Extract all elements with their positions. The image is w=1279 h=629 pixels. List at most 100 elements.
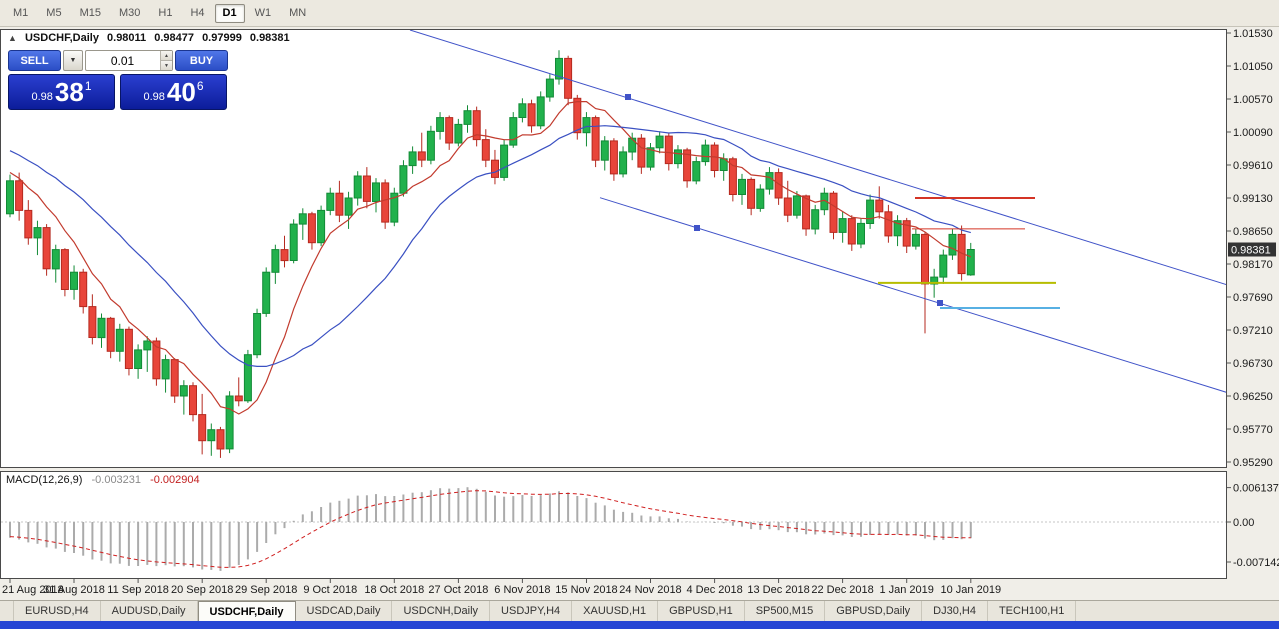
candle xyxy=(911,228,920,250)
price-axis-label: 0.95290 xyxy=(1233,457,1273,469)
candle xyxy=(802,194,811,236)
candle xyxy=(591,115,600,168)
candle xyxy=(674,145,682,169)
candle xyxy=(948,228,957,260)
timeframe-button-d1[interactable]: D1 xyxy=(214,3,245,23)
timeframe-button-m5[interactable]: M5 xyxy=(46,6,62,19)
main-chart-canvas[interactable]: 1.01530 1.01050 1.00570 1.00090 0.99610 0.991… xyxy=(0,28,1279,600)
tab-sp500-m15[interactable]: SP500,M15 xyxy=(745,601,826,621)
candle xyxy=(939,249,948,284)
timeframe-button-h1[interactable]: H1 xyxy=(158,6,173,19)
candle xyxy=(701,139,710,166)
volume-input[interactable] xyxy=(86,51,159,70)
price-axis-label: 1.00090 xyxy=(1233,127,1273,139)
candle xyxy=(143,336,152,372)
candle xyxy=(500,139,509,181)
trendline-1[interactable] xyxy=(409,30,1227,286)
tab-usdcad-daily[interactable]: USDCAD,Daily xyxy=(296,601,393,621)
candle xyxy=(509,112,518,148)
candle xyxy=(472,106,481,147)
chart-tabs: EURUSD,H4 AUDUSD,Daily USDCHF,Daily USDCAD,… xyxy=(0,600,1279,621)
volume-increase-button[interactable]: ▲ xyxy=(161,51,172,60)
candle xyxy=(838,211,847,243)
timeframe-button-h4[interactable]: H4 xyxy=(190,6,205,19)
date-axis-label: 11 Sep 2018 xyxy=(107,584,169,596)
sell-button[interactable]: SELL xyxy=(8,50,61,71)
candle xyxy=(106,316,115,359)
date-axis-label: 13 Dec 2018 xyxy=(747,584,809,596)
candle xyxy=(253,308,262,359)
candle xyxy=(491,149,499,185)
timeframe-button-w1[interactable]: W1 xyxy=(254,6,272,19)
candle xyxy=(884,204,893,243)
candle xyxy=(225,391,234,454)
macd-axis-label: -0.007142 xyxy=(1233,557,1279,569)
tab-audusd-daily[interactable]: AUDUSD,Daily xyxy=(101,601,198,621)
candle xyxy=(170,358,179,403)
trendline-handle[interactable] xyxy=(937,300,943,306)
macd-signal-value: -0.002904 xyxy=(150,474,200,486)
tabs-left-stub xyxy=(0,601,14,621)
tab-dj30-h4[interactable]: DJ30,H4 xyxy=(922,601,988,621)
candle xyxy=(317,205,326,247)
candle xyxy=(152,337,161,386)
tab-gbpusd-daily[interactable]: GBPUSD,Daily xyxy=(825,601,923,621)
trendline-2[interactable] xyxy=(599,197,1227,393)
tab-usdchf-daily[interactable]: USDCHF,Daily xyxy=(197,601,296,621)
collapse-toggle-icon[interactable]: ▲ xyxy=(8,33,17,43)
candle xyxy=(582,112,591,147)
candle xyxy=(875,186,884,219)
candle xyxy=(307,211,316,250)
candle xyxy=(765,167,774,195)
trendline-handle[interactable] xyxy=(694,225,700,231)
tab-usdjpy-h4[interactable]: USDJPY,H4 xyxy=(490,601,573,621)
trendline-handle[interactable] xyxy=(625,94,631,100)
tab-gbpusd-h1[interactable]: GBPUSD,H1 xyxy=(658,601,745,621)
low-value: 0.97999 xyxy=(202,32,242,44)
date-axis-label: 10 Jan 2019 xyxy=(941,584,1002,596)
volume-decrease-button[interactable]: ▼ xyxy=(161,60,172,70)
candle xyxy=(555,50,563,85)
price-axis-label: 0.96730 xyxy=(1233,358,1273,370)
candle xyxy=(234,377,243,407)
ask-price-box[interactable]: 0.98 40 6 xyxy=(120,74,227,110)
price-axis-label: 1.01050 xyxy=(1233,61,1273,73)
timeframe-button-mn[interactable]: MN xyxy=(289,6,307,19)
macd-name: MACD(12,26,9) xyxy=(6,474,83,486)
current-price-tag xyxy=(1228,242,1276,257)
date-axis-label: 18 Oct 2018 xyxy=(364,584,424,596)
bid-price-box[interactable]: 0.98 38 1 xyxy=(8,74,115,110)
candle xyxy=(637,134,646,174)
timeframe-button-m30[interactable]: M30 xyxy=(118,6,141,19)
candle xyxy=(417,132,426,168)
timeframe-button-m15[interactable]: M15 xyxy=(79,6,101,19)
ask-big: 40 xyxy=(166,77,196,107)
tab-eurusd-h4[interactable]: EURUSD,H4 xyxy=(14,601,101,621)
volume-spinner: ▲ ▼ xyxy=(160,51,172,70)
macd-panel xyxy=(0,471,1227,579)
price-axis-label: 0.95770 xyxy=(1233,424,1273,436)
tab-usdcnh-daily[interactable]: USDCNH,Daily xyxy=(392,601,491,621)
price-axis-label: 0.99610 xyxy=(1233,160,1273,172)
macd-header: MACD(12,26,9) -0.003231 -0.002904 xyxy=(6,474,206,486)
candle xyxy=(728,156,737,202)
candle xyxy=(426,125,435,165)
candle xyxy=(454,118,463,147)
tab-xauusd-h1[interactable]: XAUUSD,H1 xyxy=(572,601,659,621)
price-axis-label: 0.97210 xyxy=(1233,325,1273,337)
candle xyxy=(866,194,875,229)
current-price-tag-label: 0.98381 xyxy=(1231,245,1271,257)
tab-tech100-h1[interactable]: TECH100,H1 xyxy=(988,601,1077,621)
candle xyxy=(390,187,399,227)
candle xyxy=(198,393,207,455)
buy-button[interactable]: BUY xyxy=(175,50,228,71)
candle xyxy=(783,180,792,223)
ask-prefix: 0.98 xyxy=(143,91,165,103)
timeframe-button-m1[interactable]: M1 xyxy=(13,6,29,19)
candle xyxy=(857,218,865,249)
timeframe-toolbar: M1 M5 M15 M30 H1 H4 D1 W1 MN xyxy=(0,0,1279,27)
volume-dropdown-button[interactable]: ▼ xyxy=(63,50,83,71)
candle xyxy=(289,219,298,264)
candle xyxy=(179,380,188,415)
